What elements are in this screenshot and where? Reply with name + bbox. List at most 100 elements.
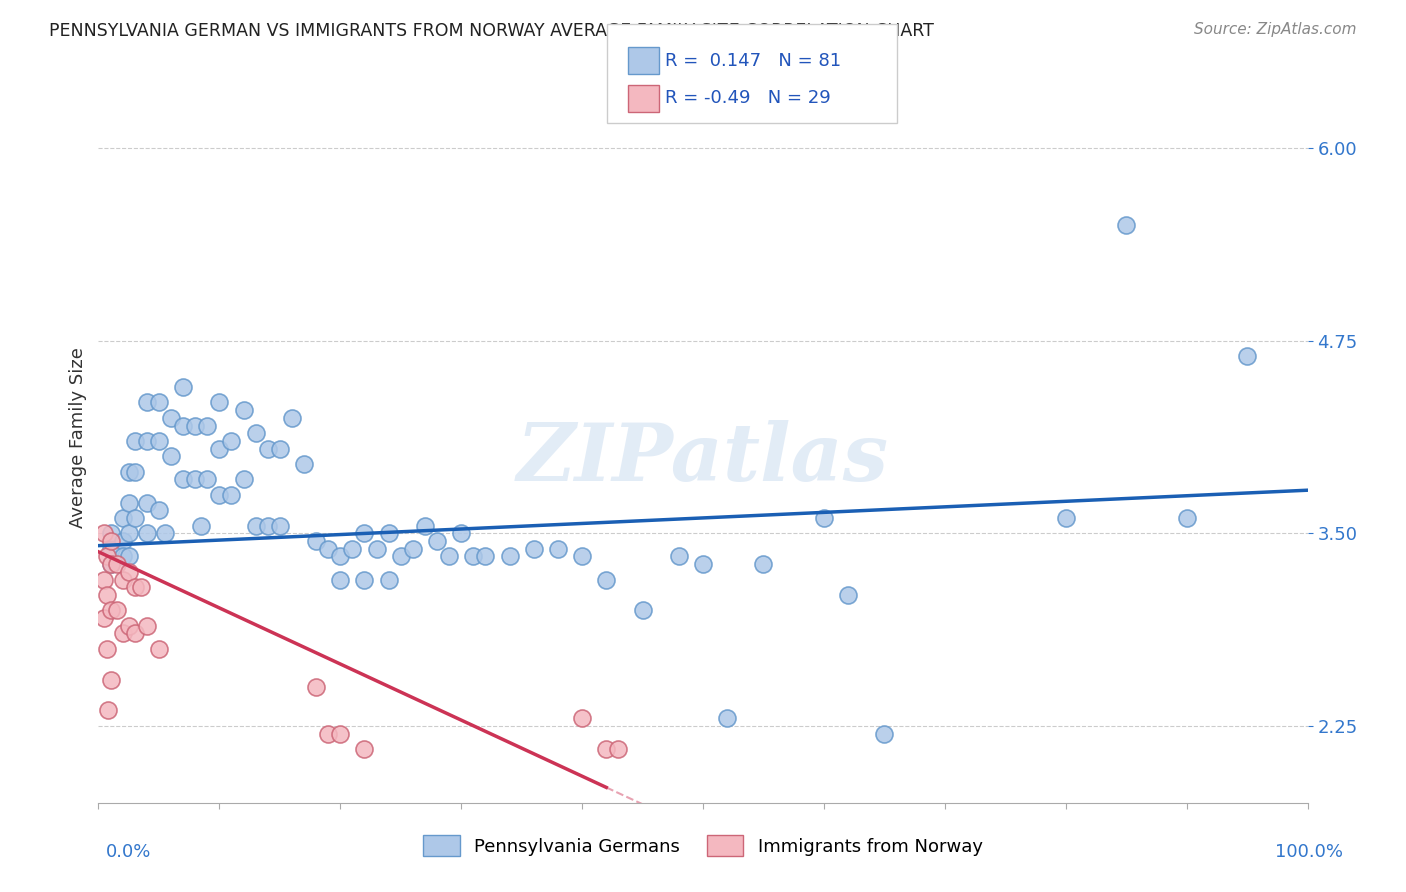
- Point: [692, 557, 714, 571]
- Point: [281, 410, 304, 425]
- Point: [1115, 219, 1137, 233]
- Point: [172, 418, 194, 433]
- Point: [305, 681, 328, 695]
- Point: [124, 511, 146, 525]
- Point: [135, 495, 157, 509]
- Point: [366, 541, 388, 556]
- Point: [195, 418, 218, 433]
- Point: [256, 518, 278, 533]
- Point: [111, 549, 134, 564]
- Point: [402, 541, 425, 556]
- Point: [124, 580, 146, 594]
- Point: [100, 526, 122, 541]
- Point: [172, 380, 194, 394]
- Point: [571, 549, 593, 564]
- Point: [160, 410, 183, 425]
- Point: [813, 511, 835, 525]
- Point: [105, 603, 128, 617]
- Point: [124, 626, 146, 640]
- Text: 100.0%: 100.0%: [1275, 843, 1343, 861]
- Point: [329, 573, 352, 587]
- Point: [96, 588, 118, 602]
- Point: [135, 434, 157, 448]
- Point: [463, 549, 485, 564]
- Point: [118, 526, 141, 541]
- Point: [160, 450, 183, 464]
- Point: [221, 434, 243, 448]
- Point: [873, 726, 896, 740]
- Point: [118, 549, 141, 564]
- Point: [342, 541, 364, 556]
- Point: [426, 534, 449, 549]
- Point: [305, 534, 328, 549]
- Point: [316, 541, 339, 556]
- Point: [195, 472, 218, 486]
- Point: [498, 549, 520, 564]
- Point: [124, 465, 146, 479]
- Text: PENNSYLVANIA GERMAN VS IMMIGRANTS FROM NORWAY AVERAGE FAMILY SIZE CORRELATION CH: PENNSYLVANIA GERMAN VS IMMIGRANTS FROM N…: [49, 22, 934, 40]
- Point: [631, 603, 654, 617]
- Y-axis label: Average Family Size: Average Family Size: [69, 347, 87, 527]
- Point: [353, 573, 375, 587]
- Point: [377, 573, 399, 587]
- Point: [148, 641, 170, 656]
- Point: [100, 673, 122, 687]
- Point: [105, 557, 128, 571]
- Text: ZIPatlas: ZIPatlas: [517, 420, 889, 498]
- Point: [111, 626, 134, 640]
- Point: [437, 549, 460, 564]
- Point: [118, 495, 141, 509]
- Point: [353, 526, 375, 541]
- Point: [148, 434, 170, 448]
- Point: [595, 742, 617, 756]
- Point: [93, 611, 115, 625]
- Point: [256, 442, 278, 456]
- Point: [148, 503, 170, 517]
- Point: [93, 526, 115, 541]
- Point: [97, 703, 120, 717]
- Point: [100, 557, 122, 571]
- Point: [1054, 511, 1077, 525]
- Text: R = -0.49   N = 29: R = -0.49 N = 29: [665, 89, 831, 107]
- Point: [547, 541, 569, 556]
- Point: [190, 518, 212, 533]
- Point: [1175, 511, 1198, 525]
- Point: [148, 395, 170, 409]
- Point: [269, 518, 291, 533]
- Point: [329, 726, 352, 740]
- Point: [100, 534, 122, 549]
- Point: [245, 426, 267, 441]
- Point: [377, 526, 399, 541]
- Point: [208, 395, 231, 409]
- Text: R =  0.147   N = 81: R = 0.147 N = 81: [665, 52, 841, 70]
- Point: [571, 711, 593, 725]
- Point: [221, 488, 243, 502]
- Point: [607, 742, 630, 756]
- Point: [245, 518, 267, 533]
- Text: Source: ZipAtlas.com: Source: ZipAtlas.com: [1194, 22, 1357, 37]
- Point: [208, 488, 231, 502]
- Point: [668, 549, 690, 564]
- Point: [172, 472, 194, 486]
- Point: [184, 418, 207, 433]
- Point: [96, 641, 118, 656]
- Point: [353, 742, 375, 756]
- Point: [523, 541, 546, 556]
- Point: [100, 557, 122, 571]
- Point: [153, 526, 176, 541]
- Point: [752, 557, 775, 571]
- Point: [716, 711, 738, 725]
- Point: [389, 549, 412, 564]
- Text: 0.0%: 0.0%: [105, 843, 150, 861]
- Point: [118, 465, 141, 479]
- Legend: Pennsylvania Germans, Immigrants from Norway: Pennsylvania Germans, Immigrants from No…: [416, 828, 990, 863]
- Point: [129, 580, 152, 594]
- Point: [232, 403, 254, 417]
- Point: [1236, 349, 1258, 363]
- Point: [111, 511, 134, 525]
- Point: [316, 726, 339, 740]
- Point: [118, 565, 141, 579]
- Point: [184, 472, 207, 486]
- Point: [111, 573, 134, 587]
- Point: [595, 573, 617, 587]
